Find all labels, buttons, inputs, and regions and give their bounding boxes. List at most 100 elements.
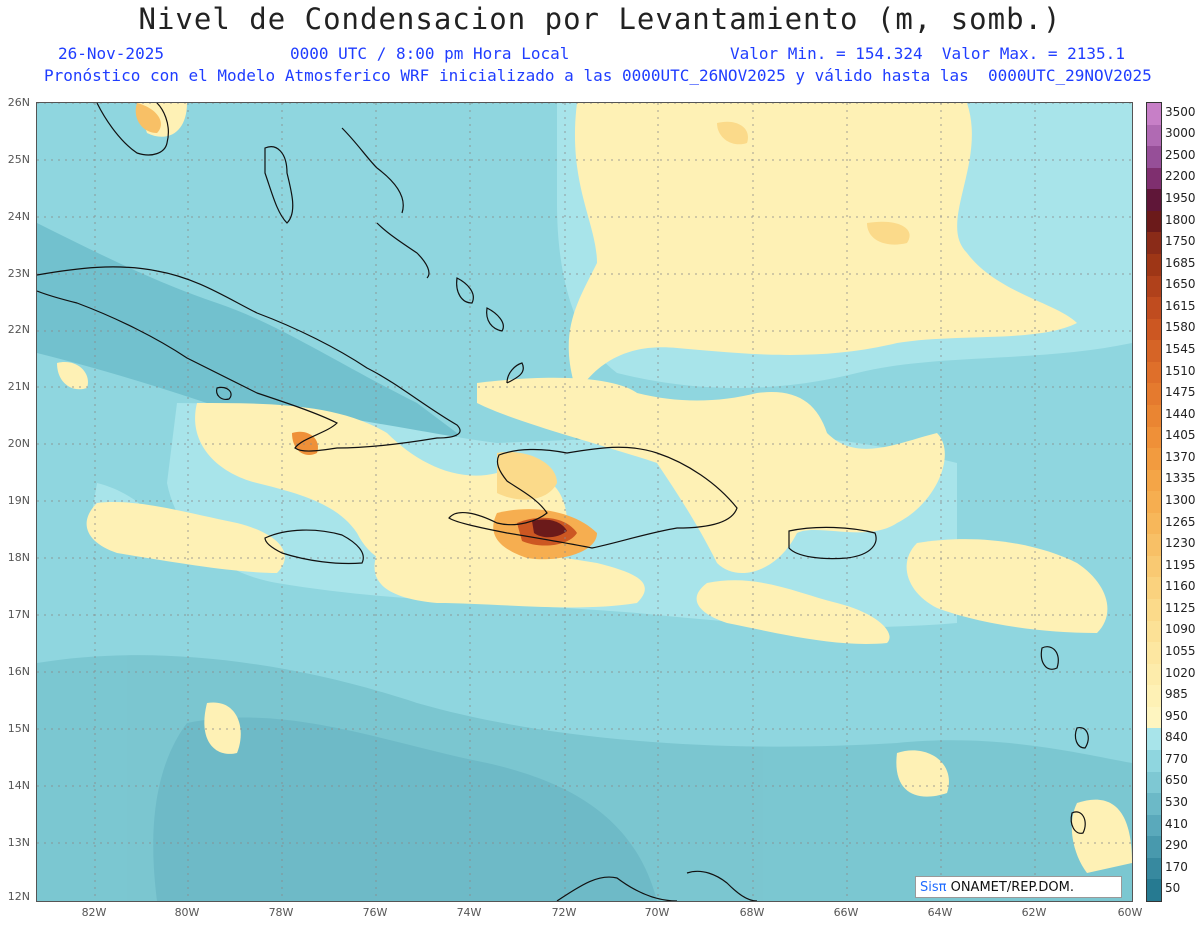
colorbar-label: 985 — [1165, 687, 1188, 702]
colorbar-segment — [1147, 340, 1161, 363]
colorbar-label: 1440 — [1165, 406, 1196, 421]
colorbar-segment — [1147, 642, 1161, 665]
lon-label: 64W — [927, 906, 953, 919]
lat-label: 19N — [7, 494, 30, 507]
colorbar-segment — [1147, 275, 1161, 298]
colorbar-label: 290 — [1165, 838, 1188, 853]
colorbar-label: 1230 — [1165, 536, 1196, 551]
colorbar-segment — [1147, 469, 1161, 492]
colorbar-segment — [1147, 706, 1161, 729]
colorbar-label: 1055 — [1165, 643, 1196, 658]
lon-label: 62W — [1021, 906, 1047, 919]
colorbar-segment — [1147, 448, 1161, 471]
colorbar-segment — [1147, 879, 1161, 902]
colorbar-segment — [1147, 297, 1161, 320]
lat-label: 12N — [7, 890, 30, 903]
lon-label: 60W — [1117, 906, 1143, 919]
cuba-coastline — [37, 266, 461, 452]
colorbar-label: 1405 — [1165, 428, 1196, 443]
lon-label: 72W — [551, 906, 577, 919]
colorbar-label: 840 — [1165, 730, 1188, 745]
lat-label: 26N — [7, 96, 30, 109]
colorbar-segment — [1147, 555, 1161, 578]
colorbar-label: 50 — [1165, 881, 1181, 896]
colorbar-label: 1545 — [1165, 342, 1196, 357]
colorbar-label: 1750 — [1165, 234, 1196, 249]
colorbar-segment — [1147, 663, 1161, 686]
colorbar-segment — [1147, 793, 1161, 816]
graticule — [37, 103, 1132, 901]
lat-label: 20N — [7, 437, 30, 450]
colorbar-segment — [1147, 103, 1161, 126]
coastlines — [37, 103, 1089, 901]
colorbar-segment — [1147, 771, 1161, 794]
colorbar-segment — [1147, 620, 1161, 643]
colorbar-label: 1800 — [1165, 212, 1196, 227]
lon-label: 76W — [362, 906, 388, 919]
lon-label: 80W — [174, 906, 200, 919]
colorbar-segment — [1147, 685, 1161, 708]
colorbar-segment — [1147, 491, 1161, 514]
colorbar-label: 1475 — [1165, 385, 1196, 400]
colorbar-segment — [1147, 232, 1161, 255]
forecast-time: 0000 UTC / 8:00 pm Hora Local — [290, 44, 570, 63]
colorbar-label: 1510 — [1165, 363, 1196, 378]
colorbar-label: 1685 — [1165, 255, 1196, 270]
colorbar-label: 1580 — [1165, 320, 1196, 335]
colorbar-label: 1335 — [1165, 471, 1196, 486]
colorbar-segment — [1147, 599, 1161, 622]
colorbar-segment — [1147, 210, 1161, 233]
lat-label: 23N — [7, 267, 30, 280]
florida-coastline — [96, 103, 169, 156]
colorbar-label: 1370 — [1165, 449, 1196, 464]
lat-label: 24N — [7, 210, 30, 223]
colorbar-segment — [1147, 512, 1161, 535]
colorbar-segment — [1147, 383, 1161, 406]
colorbar-segment — [1147, 189, 1161, 212]
colorbar-segment — [1147, 167, 1161, 190]
lon-label: 74W — [456, 906, 482, 919]
jamaica-coastline — [264, 529, 364, 565]
colorbar-segment — [1147, 426, 1161, 449]
hispaniola-coastline — [448, 446, 738, 549]
colorbar-segment — [1147, 146, 1161, 169]
colorbar-segment — [1147, 124, 1161, 147]
lat-label: 14N — [7, 779, 30, 792]
colorbar-segment — [1147, 534, 1161, 557]
colorbar-label: 2500 — [1165, 147, 1196, 162]
puerto-rico-coastline — [788, 526, 877, 560]
lat-label: 17N — [7, 608, 30, 621]
forecast-date: 26-Nov-2025 — [58, 44, 164, 63]
south-america-coastline — [556, 876, 678, 901]
colorbar-label: 3000 — [1165, 126, 1196, 141]
colorbar-label: 1265 — [1165, 514, 1196, 529]
credit-box: Sisπ ONAMET/REP.DOM. — [915, 876, 1122, 898]
colorbar-label: 1300 — [1165, 493, 1196, 507]
lon-label: 68W — [739, 906, 765, 919]
model-info: Pronóstico con el Modelo Atmosferico WRF… — [44, 66, 1152, 85]
lon-label: 78W — [268, 906, 294, 919]
isla-juventud-coastline — [216, 386, 232, 400]
colorbar — [1146, 102, 1162, 902]
colorbar-label: 410 — [1165, 816, 1188, 831]
colorbar-segment — [1147, 253, 1161, 277]
colorbar-segment — [1147, 814, 1161, 837]
colorbar-label: 1090 — [1165, 622, 1196, 637]
lat-label: 13N — [7, 836, 30, 849]
colorbar-segment — [1147, 750, 1161, 773]
credit-text: ONAMET/REP.DOM. — [946, 880, 1074, 895]
colorbar-label: 530 — [1165, 794, 1188, 809]
colorbar-label: 1020 — [1165, 665, 1196, 680]
lon-label: 66W — [833, 906, 859, 919]
colorbar-label: 3500 — [1165, 104, 1196, 119]
colorbar-segment — [1147, 728, 1161, 751]
colorbar-label: 2200 — [1165, 169, 1196, 184]
map-panel[interactable] — [36, 102, 1133, 902]
lat-label: 21N — [7, 380, 30, 393]
colorbar-label: 1615 — [1165, 298, 1196, 313]
lon-label: 70W — [644, 906, 670, 919]
lat-label: 22N — [7, 323, 30, 336]
colorbar-label: 1160 — [1165, 579, 1196, 594]
colorbar-label: 950 — [1165, 708, 1188, 723]
colorbar-label: 1650 — [1165, 277, 1196, 292]
